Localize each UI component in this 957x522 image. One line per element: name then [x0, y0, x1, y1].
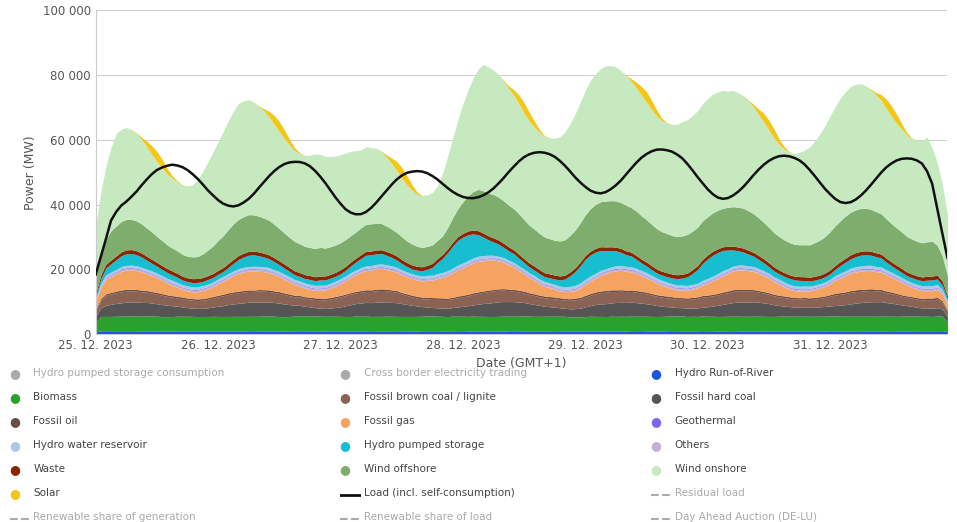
Text: ●: ●: [10, 487, 20, 500]
Text: ●: ●: [340, 463, 350, 476]
Text: Fossil oil: Fossil oil: [33, 416, 78, 426]
Text: ●: ●: [651, 415, 661, 428]
Text: ●: ●: [10, 391, 20, 404]
Text: ●: ●: [340, 391, 350, 404]
Text: Solar: Solar: [33, 488, 60, 499]
Text: Others: Others: [675, 440, 710, 450]
X-axis label: Date (GMT+1): Date (GMT+1): [477, 358, 567, 371]
Text: ●: ●: [10, 415, 20, 428]
Text: Hydro pumped storage consumption: Hydro pumped storage consumption: [33, 368, 225, 378]
Text: Hydro water reservoir: Hydro water reservoir: [33, 440, 147, 450]
Text: Load (incl. self-consumption): Load (incl. self-consumption): [364, 488, 515, 499]
Text: Day Ahead Auction (DE-LU): Day Ahead Auction (DE-LU): [675, 512, 816, 522]
Text: Wind offshore: Wind offshore: [364, 464, 436, 474]
Text: Renewable share of load: Renewable share of load: [364, 512, 492, 522]
Text: ●: ●: [651, 367, 661, 379]
Text: ●: ●: [340, 367, 350, 379]
Text: Hydro pumped storage: Hydro pumped storage: [364, 440, 484, 450]
Y-axis label: Power (MW): Power (MW): [24, 135, 37, 209]
Text: Hydro Run-of-River: Hydro Run-of-River: [675, 368, 773, 378]
Text: Wind onshore: Wind onshore: [675, 464, 746, 474]
Text: Biomass: Biomass: [33, 392, 78, 402]
Text: ●: ●: [10, 463, 20, 476]
Text: ●: ●: [651, 391, 661, 404]
Text: Geothermal: Geothermal: [675, 416, 737, 426]
Text: ●: ●: [10, 439, 20, 452]
Text: Residual load: Residual load: [675, 488, 745, 499]
Text: Fossil gas: Fossil gas: [364, 416, 414, 426]
Text: Renewable share of generation: Renewable share of generation: [33, 512, 196, 522]
Text: ●: ●: [10, 367, 20, 379]
Text: Fossil brown coal / lignite: Fossil brown coal / lignite: [364, 392, 496, 402]
Text: Fossil hard coal: Fossil hard coal: [675, 392, 755, 402]
Text: ●: ●: [340, 415, 350, 428]
Text: Cross border electricity trading: Cross border electricity trading: [364, 368, 526, 378]
Text: ●: ●: [651, 463, 661, 476]
Text: Waste: Waste: [33, 464, 65, 474]
Text: ●: ●: [340, 439, 350, 452]
Text: ●: ●: [651, 439, 661, 452]
